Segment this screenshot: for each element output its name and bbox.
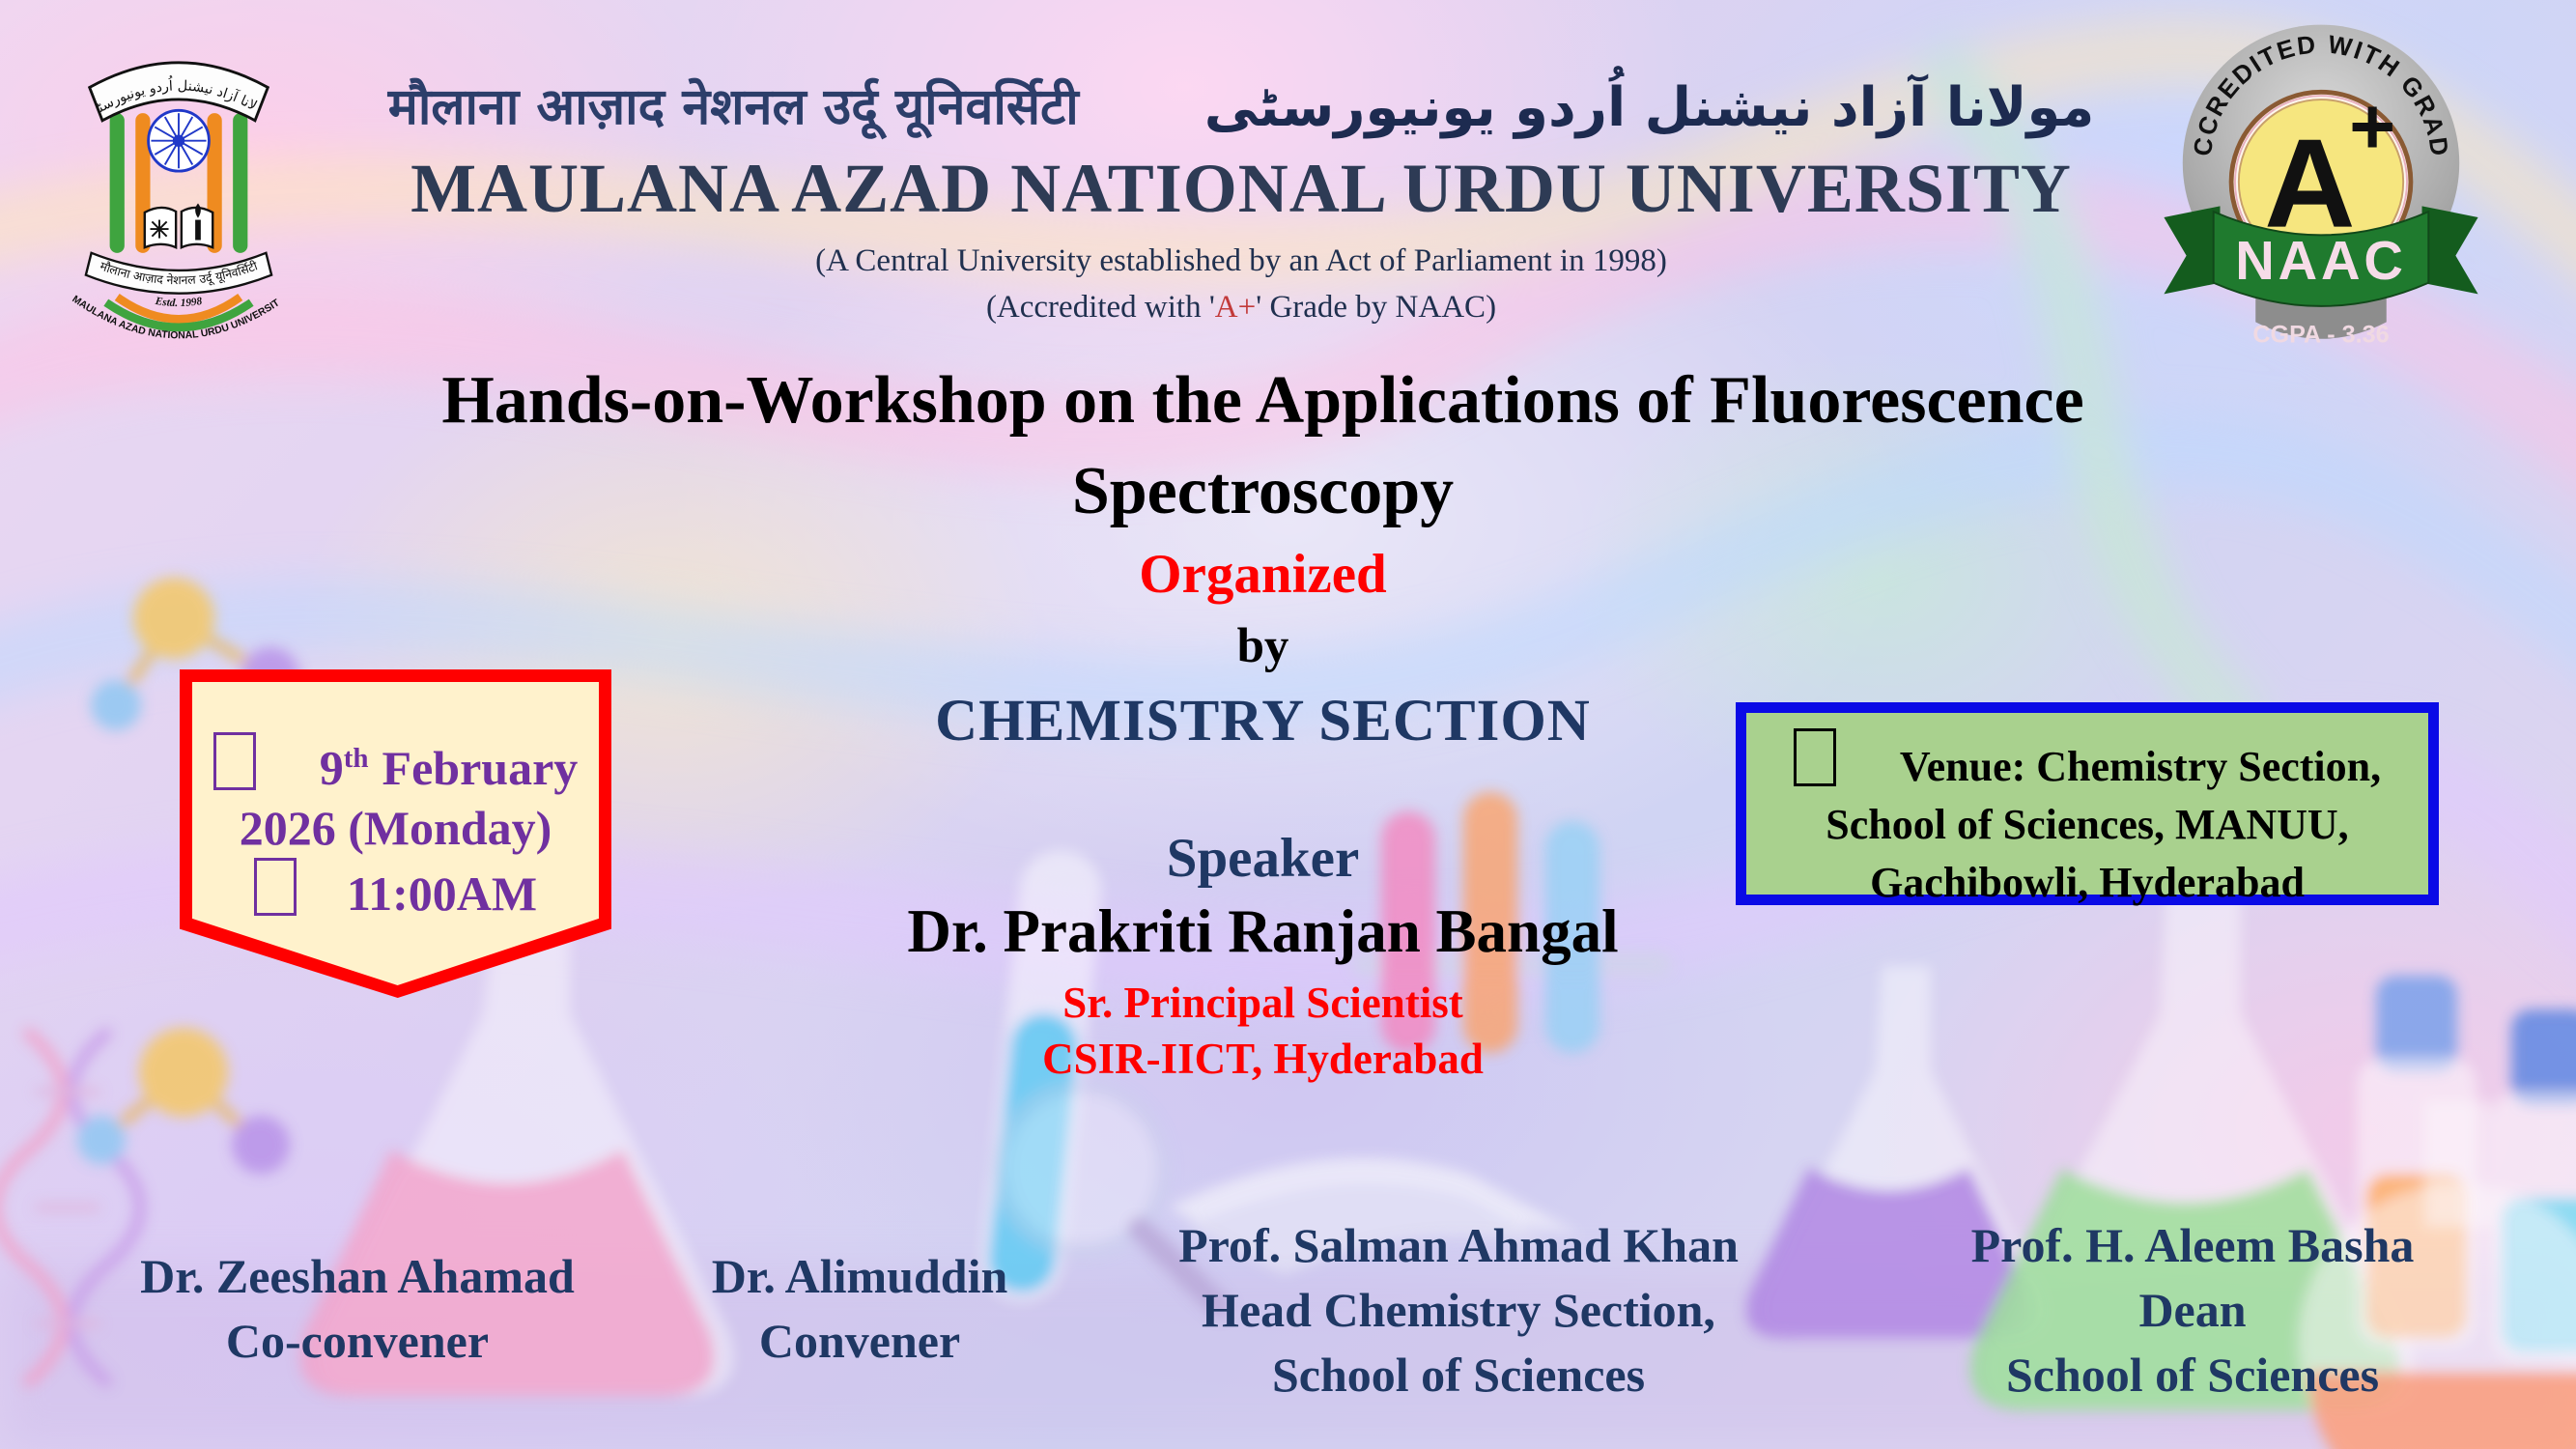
accreditation-subtitle: (Accredited with 'A+' Grade by NAAC) xyxy=(985,290,1497,325)
organizer-block-convener: Dr. Alimuddin Convener xyxy=(642,1244,1077,1374)
date-line-2: 2026 (Monday) xyxy=(239,800,552,855)
speaker-heading: Speaker xyxy=(1166,828,1360,889)
calendar-placeholder-icon xyxy=(212,731,256,790)
svg-text:A: A xyxy=(2264,113,2355,254)
venue-line-1: Venue: Chemistry Section, xyxy=(1746,728,2428,796)
organized-label: Organized xyxy=(1139,544,1387,605)
organizer-role: Co-convener xyxy=(225,1314,490,1368)
organizer-role: Head Chemistry Section, xyxy=(1202,1283,1715,1337)
organizer-name: Prof. H. Aleem Basha xyxy=(1970,1218,2415,1272)
organizer-block-co-convener: Dr. Zeeshan Ahamad Co-convener xyxy=(77,1244,637,1374)
urdu-university-name: مولانا آزاد نیشنل اُردو یونیورسٹی xyxy=(1203,76,2095,139)
organizer-block-head: Prof. Salman Ahmad Khan Head Chemistry S… xyxy=(1125,1213,1792,1407)
grade-text: A+ xyxy=(1214,290,1257,325)
organizer-name: Dr. Alimuddin xyxy=(711,1249,1008,1303)
organizer-role: School of Sciences xyxy=(2005,1348,2380,1402)
svg-text:+: + xyxy=(2349,83,2395,171)
date-line: 9th February xyxy=(192,728,599,798)
by-label: by xyxy=(1236,619,1289,673)
naac-grade: A + xyxy=(2264,83,2395,253)
clock-placeholder-icon xyxy=(253,857,297,916)
venue-line-2: School of Sciences, MANUU, xyxy=(1826,801,2349,848)
logo-top-band: مولانا آزاد نیشنل اُردو یونیورسٹی xyxy=(64,21,270,123)
logo-green-arc xyxy=(103,298,254,332)
badge-tab xyxy=(2255,289,2387,339)
organizer-role: Dean xyxy=(2138,1283,2247,1337)
time-line: 11:00AM xyxy=(192,857,599,923)
svg-text:NAAC: NAAC xyxy=(2235,230,2407,291)
organizer-role: Convener xyxy=(758,1314,961,1368)
venue-line-3: Gachibowli, Hyderabad xyxy=(1870,859,2305,906)
organizer-role: School of Sciences xyxy=(1271,1348,1646,1402)
speaker-designation: Sr. Principal Scientist xyxy=(1062,979,1463,1027)
university-header: मौलाना आज़ाद नेशनल उर्दू यूनिवर्सिटी مول… xyxy=(319,50,2164,330)
date-time-badge: 9th February 2026 (Monday) 11:00AM xyxy=(180,669,611,998)
date-time-badge-inner: 9th February 2026 (Monday) 11:00AM xyxy=(192,682,599,985)
organizer-name: Dr. Zeeshan Ahamad xyxy=(140,1249,575,1303)
hindi-university-name: मौलाना आज़ाद नेशनल उर्दू यूनिवर्सिटी xyxy=(387,78,1079,136)
venue-box: Venue: Chemistry Section, School of Scie… xyxy=(1736,702,2439,906)
organizer-block-dean: Prof. H. Aleem Basha Dean School of Scie… xyxy=(1869,1213,2516,1407)
speaker-name: Dr. Prakriti Ranjan Bangal xyxy=(907,897,1619,965)
logo-hindi-band: मौलाना आज़ाद नेशनल उर्दू यूनिवर्सिटी xyxy=(84,251,273,295)
ashoka-chakra-icon xyxy=(147,108,211,173)
naac-cgpa: CGPA - 3.36 xyxy=(2252,322,2389,349)
english-university-name: MAULANA AZAD NATIONAL URDU UNIVERSITY xyxy=(410,150,2072,227)
workshop-title: Hands-on-Workshop on the Applications of… xyxy=(441,363,2084,528)
organizer-name: Prof. Salman Ahmad Khan xyxy=(1178,1218,1739,1272)
logo-estd: Estd. 1998 xyxy=(154,296,203,309)
logo-orange-arc xyxy=(114,294,243,324)
naac-ribbon: NAAC xyxy=(2164,206,2478,307)
location-placeholder-icon xyxy=(1793,728,1836,786)
establishment-subtitle: (A Central University established by an … xyxy=(815,243,1667,278)
speaker-organization: CSIR-IICT, Hyderabad xyxy=(1042,1035,1484,1083)
naac-badge: ACCREDITED WITH GRADE A + NAAC CGPA - 3.… xyxy=(2162,14,2478,349)
university-logo: مولانا آزاد نیشنل اُردو یونیورسٹی xyxy=(64,21,282,341)
logo-book-icon xyxy=(143,203,214,249)
chemistry-section-label: CHEMISTRY SECTION xyxy=(935,689,1591,753)
